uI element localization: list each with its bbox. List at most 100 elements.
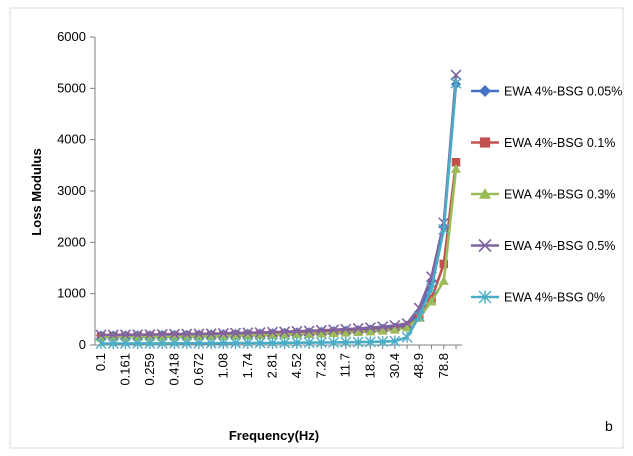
- legend-label: EWA 4%-BSG 0.5%: [504, 239, 615, 253]
- data-point: [279, 337, 291, 349]
- data-point: [205, 328, 217, 340]
- data-point: [479, 137, 491, 148]
- data-point: [439, 259, 449, 269]
- data-point: [377, 336, 389, 348]
- series-layer: [95, 69, 462, 349]
- x-tick-label: 0.259: [142, 353, 157, 386]
- data-point: [365, 326, 376, 336]
- data-point: [108, 332, 119, 342]
- data-point: [279, 326, 291, 338]
- data-point: [426, 283, 438, 295]
- y-tick-label: 5000: [57, 80, 86, 95]
- data-point: [389, 335, 401, 347]
- data-point: [218, 330, 229, 340]
- x-tick-label: 1.74: [240, 353, 255, 378]
- data-point: [451, 158, 461, 167]
- data-point: [181, 331, 192, 341]
- data-point: [315, 324, 327, 336]
- data-point: [479, 85, 491, 97]
- data-point: [144, 328, 156, 341]
- data-point: [217, 327, 229, 339]
- legend-label: EWA 4%-BSG 0.3%: [504, 188, 615, 202]
- x-tick-label: 30.4: [387, 353, 402, 378]
- series-x: [95, 69, 462, 341]
- legend-item: EWA 4%-BSG 0.1%: [471, 136, 615, 150]
- data-point: [291, 337, 303, 349]
- data-point: [450, 77, 462, 89]
- x-tick-label: 7.28: [313, 353, 328, 378]
- data-point: [193, 328, 205, 340]
- data-point: [328, 336, 340, 348]
- data-point: [144, 337, 156, 349]
- data-point: [478, 290, 492, 304]
- data-point: [451, 163, 461, 173]
- y-tick-label: 1000: [57, 286, 86, 301]
- legend-item: EWA 4%-BSG 0.05%: [471, 85, 622, 99]
- data-point: [229, 327, 242, 339]
- data-point: [119, 337, 131, 349]
- x-tick-label: 78.8: [436, 353, 451, 378]
- legend-item: EWA 4%-BSG 0%: [471, 290, 605, 305]
- data-point: [291, 325, 303, 337]
- data-point: [478, 238, 492, 253]
- data-point: [193, 337, 205, 349]
- data-point: [193, 331, 204, 341]
- data-point: [389, 324, 400, 334]
- data-point: [169, 337, 181, 349]
- data-point: [364, 322, 376, 334]
- legend-label: EWA 4%-BSG 0%: [504, 291, 605, 305]
- data-point: [266, 326, 278, 338]
- y-tick-label: 3000: [57, 183, 86, 198]
- data-point: [132, 329, 144, 341]
- data-point: [267, 329, 278, 339]
- data-point: [479, 188, 491, 199]
- data-point: [181, 337, 193, 349]
- data-point: [377, 325, 388, 335]
- data-point: [132, 332, 143, 342]
- data-point: [401, 331, 413, 343]
- x-tick-label: 2.81: [264, 353, 279, 378]
- legend-label: EWA 4%-BSG 0.1%: [504, 136, 615, 150]
- data-point: [168, 328, 181, 340]
- data-point: [438, 224, 450, 235]
- chart-area-border: [9, 7, 624, 449]
- data-point: [230, 337, 242, 349]
- data-point: [303, 325, 315, 337]
- data-point: [438, 275, 449, 285]
- data-point: [132, 337, 144, 349]
- x-tick-label: 11.7: [338, 353, 353, 377]
- x-tick-label: 4.52: [289, 353, 304, 378]
- data-point: [401, 317, 413, 330]
- series-star: [95, 77, 462, 349]
- data-point: [206, 331, 217, 341]
- x-tick-label: 0.161: [117, 353, 132, 386]
- data-point: [242, 327, 254, 339]
- data-point: [389, 319, 401, 332]
- x-tick-label: 18.9: [362, 353, 377, 378]
- series-line: [100, 74, 458, 337]
- legend-item: EWA 4%-BSG 0.3%: [471, 188, 615, 202]
- x-tick-label: 0.672: [191, 353, 206, 386]
- data-point: [144, 331, 155, 341]
- panel-label: b: [605, 418, 613, 434]
- data-point: [95, 337, 107, 349]
- data-point: [340, 336, 352, 348]
- data-point: [95, 329, 107, 341]
- data-point: [340, 323, 352, 335]
- y-tick-label: 4000: [57, 132, 86, 147]
- x-tick-label: 1.08: [215, 353, 230, 378]
- data-point: [316, 328, 327, 338]
- data-point: [413, 310, 425, 322]
- data-point: [255, 330, 266, 340]
- data-point: [254, 337, 266, 349]
- data-point: [402, 322, 413, 332]
- data-point: [304, 328, 315, 338]
- data-point: [157, 331, 168, 341]
- y-tick-label: 6000: [57, 29, 86, 44]
- data-point: [181, 328, 193, 340]
- data-point: [242, 330, 253, 340]
- legend-label: EWA 4%-BSG 0.05%: [504, 85, 622, 99]
- data-point: [328, 328, 339, 338]
